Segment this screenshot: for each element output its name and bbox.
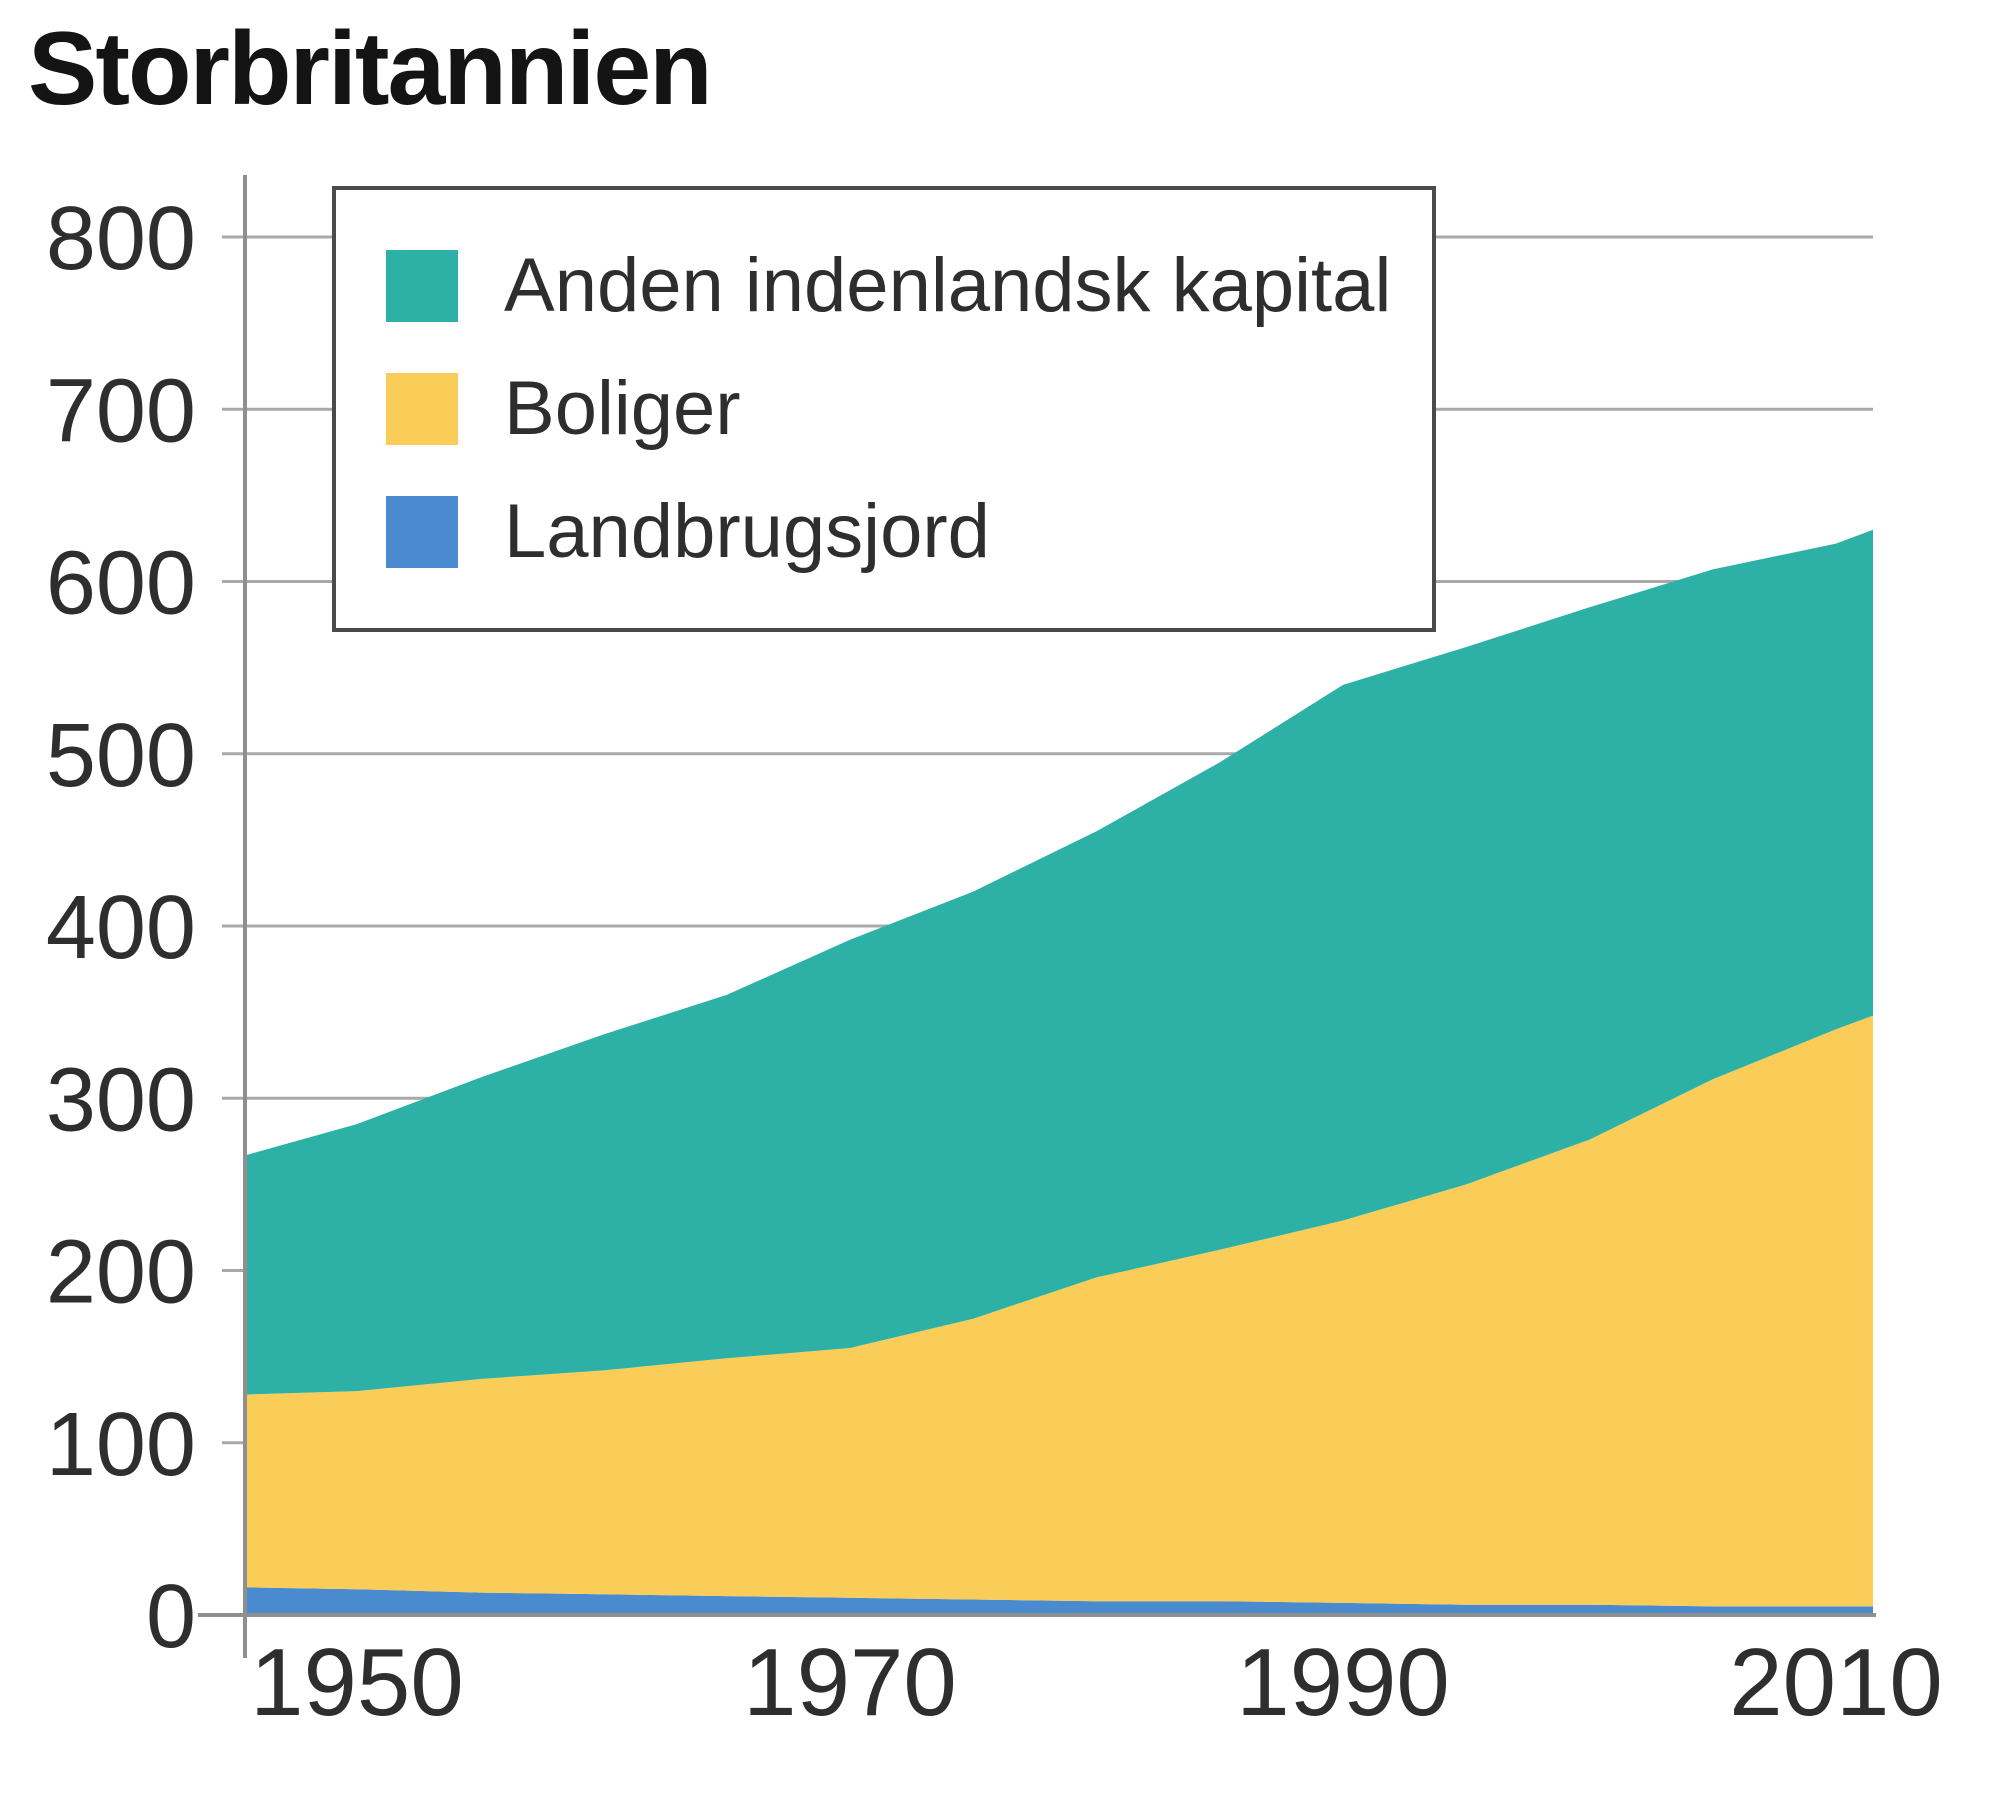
legend-item-landbrugsjord: Landbrugsjord [386,494,1432,570]
x-axis-label: 1990 [1236,1629,1450,1736]
y-axis-label: 200 [46,1223,196,1323]
legend-color-swatch-icon [386,496,458,568]
legend-item-anden-indenlandsk-kapital: Anden indenlandsk kapital [386,248,1432,324]
x-axis-label: 2010 [1729,1629,1943,1736]
area-series-anden-indenlandsk-kapital [246,529,1873,1395]
legend-color-swatch-icon [386,373,458,445]
y-axis-label: 100 [46,1395,196,1495]
y-axis-label: 300 [46,1050,196,1150]
legend-item-boliger: Boliger [386,371,1432,447]
y-axis-label: 400 [46,878,196,978]
chart-title: Storbritannien [28,11,713,127]
legend-item-label: Anden indenlandsk kapital [504,243,1392,328]
y-axis-label: 700 [46,361,196,461]
legend-item-label: Landbrugsjord [504,489,990,574]
area-series-boliger [246,1015,1873,1607]
y-axis-label: 800 [46,189,196,289]
legend: Anden indenlandsk kapital Boliger Landbr… [332,186,1436,632]
y-axis-label: 500 [46,706,196,806]
y-axis-label: 0 [146,1567,196,1667]
y-axis-label: 600 [46,534,196,634]
x-axis-label: 1970 [743,1629,957,1736]
x-axis-label: 1950 [250,1629,464,1736]
area-series-landbrugsjord [246,1587,1873,1615]
legend-color-swatch-icon [386,250,458,322]
legend-item-label: Boliger [504,366,741,451]
